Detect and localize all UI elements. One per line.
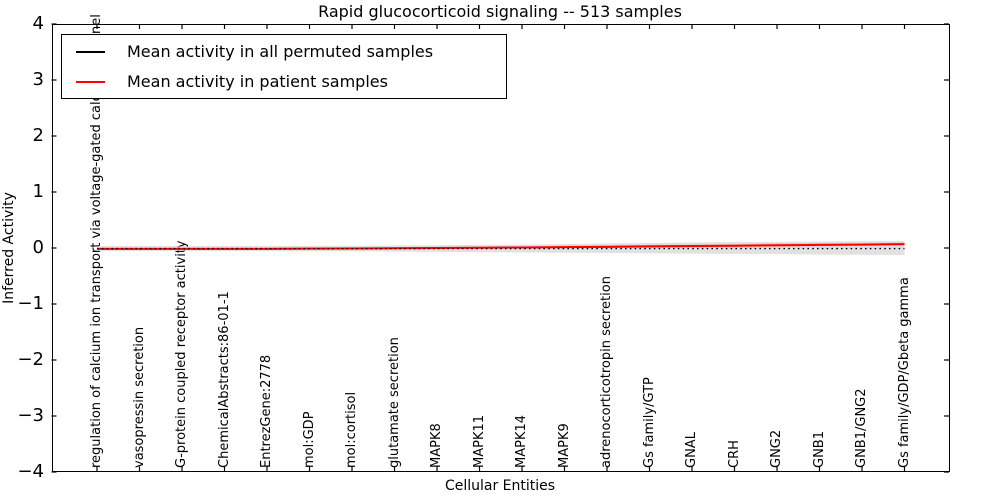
legend-item-patient: Mean activity in patient samples bbox=[62, 67, 506, 97]
y-tick-label: 4 bbox=[32, 13, 44, 34]
y-tick-label: −3 bbox=[17, 405, 44, 426]
y-tick-label: 1 bbox=[32, 181, 44, 202]
legend-line-black-icon bbox=[76, 50, 105, 53]
legend: Mean activity in all permuted samples Me… bbox=[61, 34, 507, 99]
chart-title: Rapid glucocorticoid signaling -- 513 sa… bbox=[318, 2, 682, 21]
y-tick-label: 0 bbox=[32, 237, 44, 258]
x-axis-label: Cellular Entities bbox=[444, 478, 556, 494]
legend-label-patient: Mean activity in patient samples bbox=[127, 72, 388, 91]
y-axis-label: Inferred Activity bbox=[1, 192, 17, 304]
legend-line-red-icon bbox=[76, 80, 105, 83]
y-tick-label: −4 bbox=[17, 461, 44, 482]
y-tick-label: −1 bbox=[17, 293, 44, 314]
y-tick-label: −2 bbox=[17, 349, 44, 370]
y-tick-label: 3 bbox=[32, 69, 44, 90]
legend-item-permuted: Mean activity in all permuted samples bbox=[62, 37, 506, 67]
legend-label-permuted: Mean activity in all permuted samples bbox=[127, 42, 434, 61]
y-tick-label: 2 bbox=[32, 125, 44, 146]
